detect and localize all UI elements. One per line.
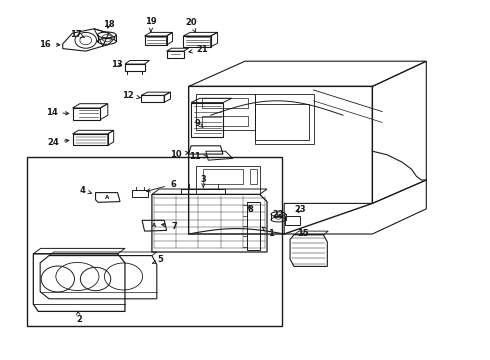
Text: 4: 4 xyxy=(79,186,92,194)
Text: 21: 21 xyxy=(189,45,208,54)
Bar xyxy=(202,98,248,108)
Text: 18: 18 xyxy=(103,20,115,29)
Bar xyxy=(191,103,223,137)
Text: 13: 13 xyxy=(111,60,122,69)
Text: 3: 3 xyxy=(200,175,206,187)
Bar xyxy=(202,116,248,126)
Text: 2: 2 xyxy=(76,311,82,324)
Text: 22: 22 xyxy=(272,210,284,219)
Text: 12: 12 xyxy=(122,91,140,100)
Bar xyxy=(203,169,243,184)
Text: 20: 20 xyxy=(185,18,197,33)
Text: A: A xyxy=(152,223,156,228)
Text: 19: 19 xyxy=(145,17,157,32)
Text: 10: 10 xyxy=(170,150,189,158)
Text: 15: 15 xyxy=(297,229,309,238)
Text: 24: 24 xyxy=(47,139,69,148)
Text: 8: 8 xyxy=(247,205,253,214)
Text: 1: 1 xyxy=(262,227,273,238)
Text: 14: 14 xyxy=(46,108,69,117)
Text: 16: 16 xyxy=(39,40,60,49)
Text: A: A xyxy=(105,195,109,200)
Text: 17: 17 xyxy=(70,30,85,39)
Bar xyxy=(250,169,257,184)
Bar xyxy=(27,157,282,326)
Text: 5: 5 xyxy=(152,256,164,264)
Text: 7: 7 xyxy=(162,222,177,231)
Text: 9: 9 xyxy=(195,118,203,128)
Text: 11: 11 xyxy=(189,153,207,161)
Text: 6: 6 xyxy=(147,180,176,192)
Text: 23: 23 xyxy=(294,205,306,214)
